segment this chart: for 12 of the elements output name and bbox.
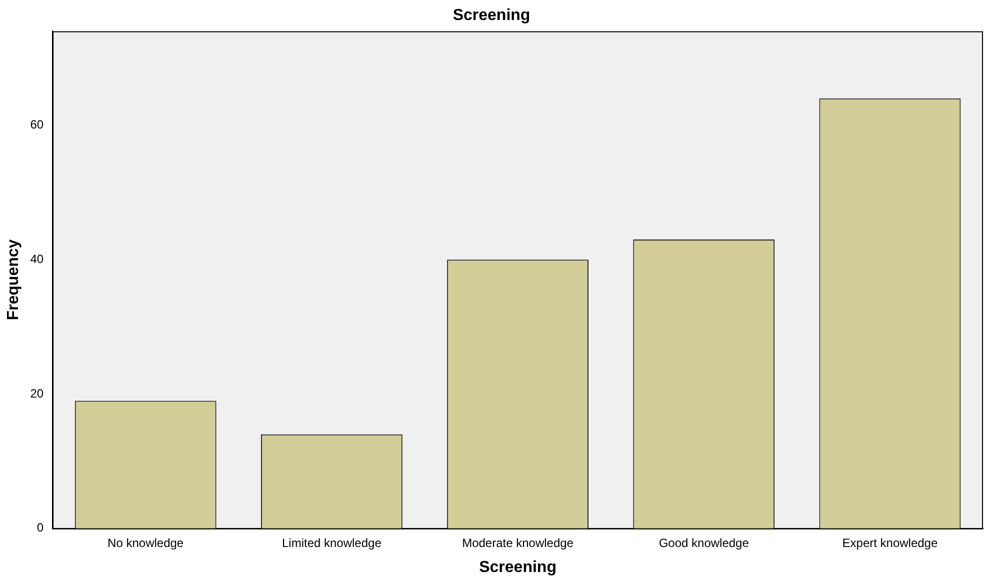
- x-tick-label: Moderate knowledge: [462, 536, 574, 550]
- y-tick-label: 0: [36, 520, 44, 535]
- y-axis-title: Frequency: [5, 239, 22, 320]
- x-tick-label: Expert knowledge: [842, 536, 938, 550]
- y-tick-label: 60: [30, 118, 44, 132]
- x-axis-title: Screening: [479, 558, 556, 576]
- y-tick-label: 40: [30, 252, 44, 266]
- x-tick-label: Good knowledge: [658, 536, 750, 550]
- x-tick-label: Limited knowledge: [282, 536, 382, 550]
- y-tick-label: 20: [30, 386, 44, 400]
- x-tick-label: No knowledge: [108, 536, 184, 550]
- chart-title: Screening: [452, 7, 530, 24]
